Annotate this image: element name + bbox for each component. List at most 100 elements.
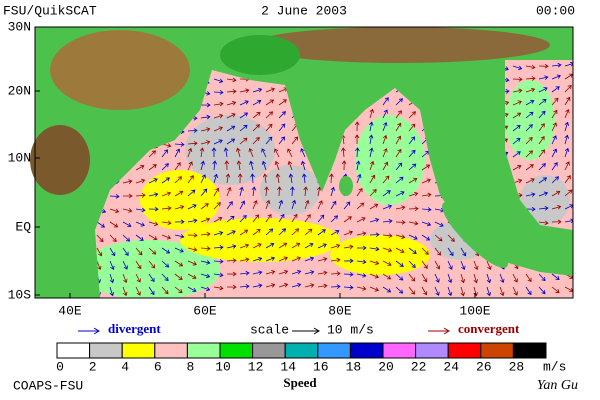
wind-arrow — [368, 121, 374, 132]
wind-arrow — [148, 192, 159, 197]
wind-arrow — [251, 186, 257, 197]
wind-arrow — [369, 203, 379, 210]
wind-arrow — [564, 147, 570, 158]
wind-arrow — [161, 234, 172, 240]
ocean-speed — [140, 170, 220, 230]
wind-arrow — [109, 286, 115, 297]
wind-arrow — [213, 90, 224, 95]
wind-arrow — [211, 147, 217, 158]
wind-arrow — [551, 176, 560, 184]
wind-arrow — [122, 234, 131, 242]
wind-arrow — [239, 186, 244, 197]
wind-arrow — [212, 160, 218, 171]
wind-arrow — [551, 205, 562, 210]
wind-arrow — [291, 228, 300, 236]
wind-arrow — [96, 247, 103, 257]
wind-arrow — [174, 142, 185, 147]
wind-arrow — [239, 88, 250, 93]
wind-arrow — [486, 260, 492, 270]
wind-arrow — [317, 270, 328, 276]
wind-arrow — [274, 148, 280, 158]
wind-arrow — [538, 163, 546, 171]
colorbar-bin — [186, 342, 221, 359]
arrow-head — [443, 327, 450, 335]
wind-arrow — [395, 122, 402, 132]
wind-arrow — [421, 234, 431, 241]
wind-arrow — [421, 260, 428, 269]
wind-arrow — [239, 229, 249, 236]
wind-arrow — [304, 242, 314, 249]
wind-arrow — [460, 273, 466, 284]
wind-arrow — [434, 221, 444, 227]
wind-arrow — [408, 111, 416, 119]
time: 00:00 — [536, 3, 575, 18]
wind-arrow — [369, 108, 375, 119]
wind-arrow — [265, 199, 271, 210]
wind-arrow — [265, 213, 272, 223]
wind-arrow — [148, 247, 157, 255]
wind-arrow — [213, 113, 224, 119]
wind-arrow — [265, 228, 274, 236]
wind-arrow — [369, 147, 374, 158]
wind-arrow — [330, 257, 341, 263]
wind-arrow — [382, 260, 392, 266]
wind-arrow — [369, 188, 377, 197]
wind-arrow — [135, 221, 145, 227]
wind-arrow — [473, 273, 479, 284]
wind-arrow — [356, 273, 367, 278]
colorbar-tick-label: 28 — [509, 359, 525, 374]
wind-arrow — [382, 273, 392, 280]
wind-arrow — [122, 221, 132, 228]
wind-arrow — [382, 134, 388, 145]
wind-arrow — [316, 186, 322, 197]
wind-arrow — [239, 200, 246, 210]
wind-arrow — [525, 111, 534, 119]
wind-arrow — [213, 259, 224, 264]
wind-arrow — [369, 232, 380, 237]
wind-arrow — [161, 273, 169, 282]
highland — [30, 125, 90, 195]
wind-arrow — [213, 245, 224, 250]
wind-arrow — [395, 98, 403, 106]
wind-arrow — [213, 187, 220, 197]
wind-arrow — [564, 161, 570, 171]
wind-arrow — [343, 244, 354, 250]
wind-arrow — [224, 160, 230, 171]
footer-left: COAPS-FSU — [13, 378, 83, 393]
lon-labels: 40E 60E 80E 100E — [58, 293, 491, 318]
wind-arrow — [304, 228, 313, 236]
wind-arrow — [408, 177, 418, 184]
wind-arrow — [408, 247, 417, 254]
wind-arrow — [109, 194, 120, 199]
island — [339, 176, 353, 196]
wind-arrow — [512, 65, 523, 71]
wind-arrow — [395, 110, 402, 119]
wind-arrow — [301, 173, 307, 184]
wind-arrow — [512, 112, 522, 119]
wind-arrow — [239, 270, 250, 276]
wind-arrow — [447, 260, 453, 270]
wind-arrow — [330, 186, 336, 197]
wind-arrow — [148, 260, 156, 269]
wind-arrow — [317, 243, 327, 249]
colorbar-tick-label: 4 — [121, 359, 129, 374]
colorbar-tick-label: 14 — [280, 359, 296, 374]
wind-arrow — [161, 149, 169, 158]
wind-arrow — [538, 63, 549, 69]
wind-arrow — [278, 136, 286, 145]
wind-arrow — [161, 247, 171, 254]
wind-arrow — [135, 247, 143, 256]
lat-label: 20N — [8, 83, 31, 98]
wind-arrow — [564, 204, 573, 210]
wind-arrow — [109, 247, 116, 257]
wind-arrow — [512, 286, 518, 296]
colorbar-bin — [447, 342, 482, 359]
colorbar-tick-label: 24 — [443, 359, 459, 374]
colorbar-bin — [252, 342, 286, 359]
wind-arrow — [538, 110, 546, 119]
wind-arrow — [395, 205, 406, 210]
wind-arrow — [343, 272, 354, 277]
wind-arrow — [473, 260, 479, 271]
wind-arrow — [355, 160, 361, 171]
